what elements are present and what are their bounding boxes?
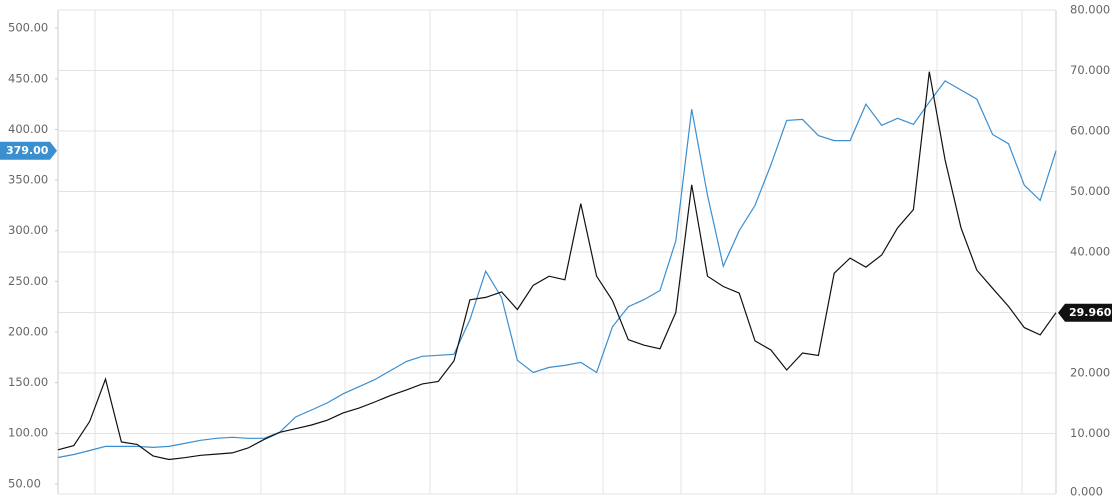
value-tag: 379.00 <box>0 141 57 160</box>
y-tick-label: 100.00 <box>8 426 48 440</box>
tag-label: 29.960 <box>1069 306 1112 319</box>
y2-tick-label: 0.000 <box>1070 485 1103 499</box>
tag-shape <box>0 141 57 160</box>
y2-tick-label: 20.000 <box>1070 366 1110 380</box>
y-tick-label: 350.00 <box>8 173 48 187</box>
y2-tick-label: 70.000 <box>1070 63 1110 77</box>
y-tick-label: 300.00 <box>8 223 48 237</box>
tag-label: 379.00 <box>6 144 49 157</box>
value-tag: 29.960 <box>1058 303 1112 322</box>
y-tick-label: 200.00 <box>8 324 48 338</box>
y2-tick-label: 60.000 <box>1070 124 1110 138</box>
y-tick-label: 400.00 <box>8 122 48 136</box>
y-tick-label: 500.00 <box>8 21 48 35</box>
y-tick-label: 150.00 <box>8 375 48 389</box>
y2-tick-label: 80.000 <box>1070 3 1110 17</box>
y-tick-label: 450.00 <box>8 71 48 85</box>
series-line <box>57 80 1057 459</box>
y2-tick-label: 50.000 <box>1070 184 1110 198</box>
tag-shape <box>1058 303 1112 322</box>
y2-tick-label: 40.000 <box>1070 245 1110 259</box>
y2-tick-label: 10.000 <box>1070 426 1110 440</box>
y-tick-label: 250.00 <box>8 274 48 288</box>
series-line <box>57 71 1057 461</box>
y-tick-label: 50.00 <box>8 476 41 490</box>
